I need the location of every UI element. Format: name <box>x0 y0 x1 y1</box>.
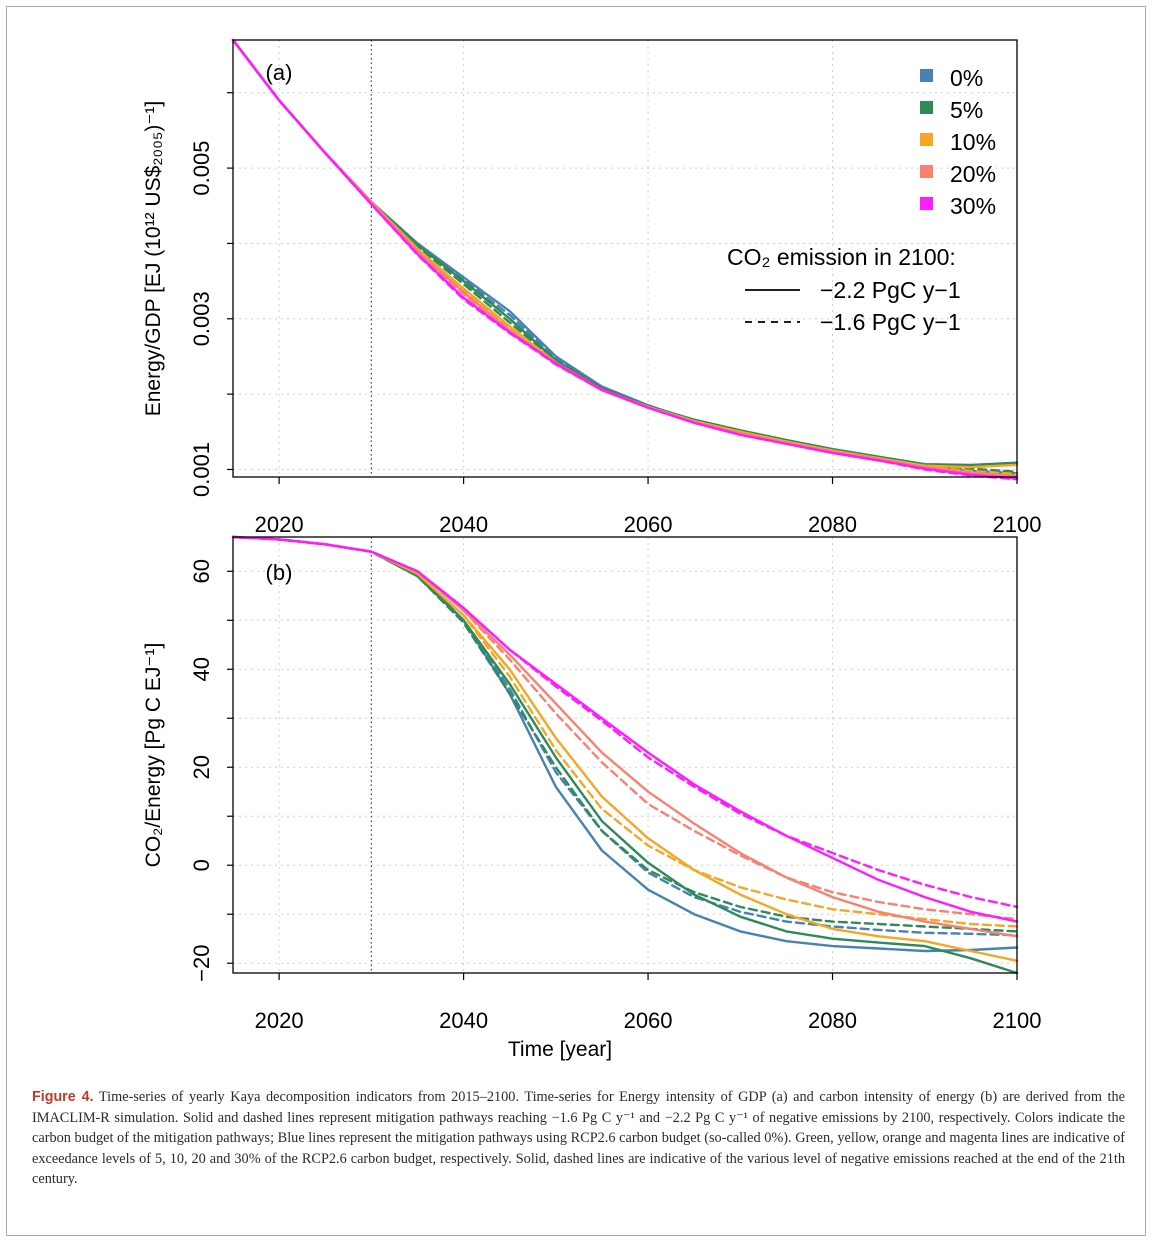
plot-frame <box>232 39 1018 478</box>
x-tick-label: 2060 <box>624 1008 673 1033</box>
y-axis-title: CO₂/Energy [Pg C EJ⁻¹] <box>142 643 165 868</box>
legend-line-label: −1.6 PgC y−1 <box>820 309 961 335</box>
caption-text: Time-series of yearly Kaya decomposition… <box>32 1089 1125 1187</box>
grid <box>233 537 1018 973</box>
series-group <box>231 535 1019 975</box>
legend-swatch <box>920 165 933 178</box>
y-tick-label: 0.005 <box>189 141 214 196</box>
series-line-10pct-solid <box>231 535 1019 962</box>
x-tick-label: 2060 <box>624 512 673 537</box>
legend-swatch <box>920 101 933 114</box>
x-tick-label: 2080 <box>808 512 857 537</box>
legend-swatch <box>920 133 933 146</box>
x-tick-label: 2040 <box>439 512 488 537</box>
x-tick-label: 2020 <box>255 1008 304 1033</box>
legend-swatch <box>920 197 933 210</box>
series-line-5pct-solid <box>231 535 1019 975</box>
legend-label: 5% <box>950 97 983 123</box>
x-tick-label: 2080 <box>808 1008 857 1033</box>
legend: 0% 5% 10% 20% 30% CO₂ emission in 2100: −2.2 P… <box>727 65 996 335</box>
panel-label: (b) <box>266 560 293 585</box>
y-tick-label: 0.003 <box>189 291 214 346</box>
y-tick-label: 0.001 <box>189 442 214 497</box>
plot-frame <box>232 536 1018 974</box>
y-axis-title: Energy/GDP [EJ (10¹² US$₂₀₀₅)⁻¹] <box>142 101 165 416</box>
legend-label: 0% <box>950 65 983 91</box>
y-tick-label: −20 <box>189 945 214 982</box>
legend-line-label: −2.2 PgC y−1 <box>820 277 961 303</box>
x-axis-title: Time [year] <box>508 1038 612 1061</box>
series-line-30pct-solid <box>231 535 1019 923</box>
legend-label: 10% <box>950 129 996 155</box>
x-tick-label: 2100 <box>993 1008 1042 1033</box>
series-line-20pct-dashed <box>231 535 1019 921</box>
x-tick-label: 2100 <box>993 512 1042 537</box>
panel-a-energy-gdp-chart: 0.001 0.003 0.005 2020 2040 2060 2080 2100 Energ… <box>142 38 1042 537</box>
caption-label: Figure 4. <box>32 1089 94 1105</box>
legend-line-title: CO₂ emission in 2100: <box>727 244 956 270</box>
figure-caption: Figure 4. Time-series of yearly Kaya dec… <box>32 1087 1125 1190</box>
series-line-30pct-dashed <box>231 38 1019 481</box>
y-tick-label: 40 <box>189 657 214 681</box>
y-tick-label: 60 <box>189 559 214 583</box>
x-tick-label: 2040 <box>439 1008 488 1033</box>
figure-frame <box>6 6 1146 1236</box>
series-line-30pct-dashed <box>231 535 1019 909</box>
legend-label: 20% <box>950 161 996 187</box>
legend-swatch <box>920 69 933 82</box>
legend-label: 30% <box>950 193 996 219</box>
y-tick-label: 0 <box>189 859 214 871</box>
x-tick-label: 2020 <box>255 512 304 537</box>
series-line-10pct-dashed <box>231 535 1019 928</box>
y-tick-label: 20 <box>189 755 214 779</box>
panel-label: (a) <box>266 60 293 85</box>
grid <box>233 40 1018 477</box>
series-group <box>231 38 1019 481</box>
